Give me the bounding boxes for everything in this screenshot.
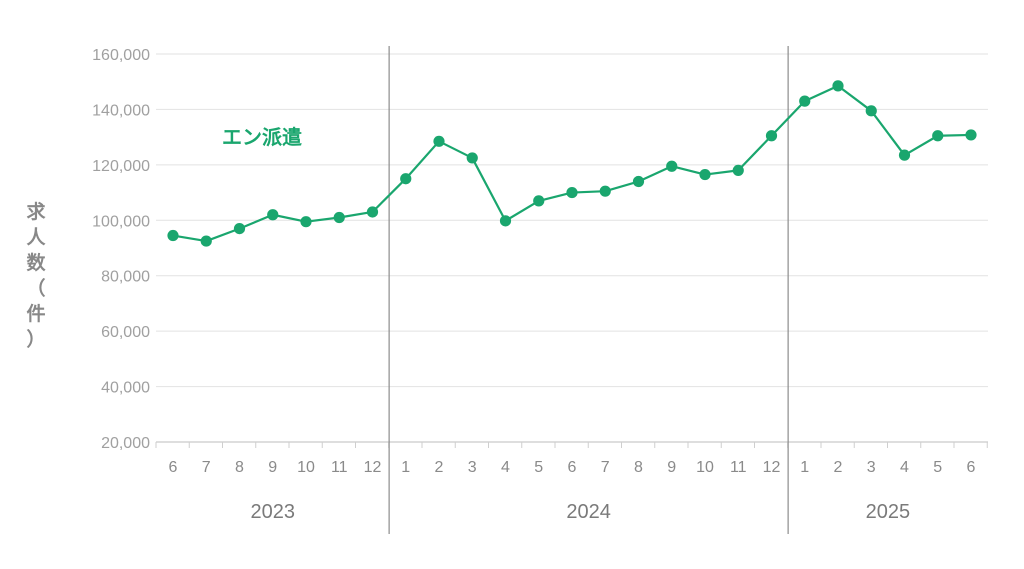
data-point bbox=[566, 186, 578, 199]
x-axis: 6 7 8 9 10 11 12 1 2 3 4 5 6 7 8 9 10 11 12 1 2 3 4 5 6 bbox=[155, 441, 988, 476]
x-tick-label: 6 bbox=[967, 459, 976, 476]
y-tick-label: 140,000 bbox=[92, 102, 150, 119]
y-tick-label: 160,000 bbox=[92, 47, 150, 64]
x-tick-label: 8 bbox=[634, 459, 643, 476]
x-tick-label: 1 bbox=[401, 459, 410, 476]
data-point bbox=[965, 129, 977, 141]
data-point bbox=[499, 215, 512, 227]
data-point bbox=[200, 235, 212, 247]
data-point bbox=[400, 173, 412, 185]
x-tick-label: 9 bbox=[268, 459, 277, 476]
y-axis-label: 求人数（件） bbox=[26, 200, 46, 351]
data-point bbox=[832, 80, 844, 92]
x-tick-label: 7 bbox=[202, 459, 211, 476]
x-tick-label: 3 bbox=[867, 459, 876, 476]
x-tick-label: 2 bbox=[435, 459, 444, 476]
data-point bbox=[333, 211, 345, 224]
x-tick-label: 8 bbox=[235, 459, 244, 476]
y-tick-label: 100,000 bbox=[92, 213, 150, 230]
data-point bbox=[632, 175, 645, 188]
x-tick-label: 4 bbox=[900, 459, 909, 476]
y-tick-label: 60,000 bbox=[101, 324, 150, 341]
x-tick-label: 1 bbox=[800, 459, 809, 476]
grid-lines bbox=[156, 53, 988, 443]
x-tick-label: 3 bbox=[468, 459, 477, 476]
data-point bbox=[599, 185, 611, 197]
x-tick-label: 2 bbox=[834, 459, 843, 476]
x-tick-label: 6 bbox=[568, 459, 577, 476]
year-label: 2023 bbox=[251, 501, 296, 523]
x-tick-label: 12 bbox=[364, 459, 382, 476]
data-point bbox=[167, 229, 179, 242]
y-axis-ticks: 20,000 40,000 60,000 80,000 100,000 120,000 14… bbox=[92, 47, 150, 452]
x-tick-label: 7 bbox=[601, 459, 610, 476]
data-point bbox=[533, 195, 545, 207]
year-label: 2025 bbox=[866, 501, 911, 523]
data-point bbox=[233, 223, 246, 235]
x-tick-label: 5 bbox=[534, 459, 543, 476]
x-tick-label: 9 bbox=[667, 459, 676, 476]
series-label: エン派遣 bbox=[222, 125, 302, 149]
data-point bbox=[466, 152, 478, 164]
data-point bbox=[300, 216, 312, 228]
x-tick-label: 5 bbox=[933, 459, 942, 476]
data-point bbox=[267, 209, 279, 221]
x-tick-label: 12 bbox=[763, 459, 781, 476]
x-tick-label: 4 bbox=[501, 459, 510, 476]
year-dividers: 2023 2024 2025 bbox=[251, 46, 911, 534]
x-tick-label: 6 bbox=[169, 459, 178, 476]
x-tick-label: 11 bbox=[331, 459, 348, 476]
year-label: 2024 bbox=[566, 501, 611, 523]
x-tick-label: 11 bbox=[730, 459, 747, 476]
y-tick-label: 40,000 bbox=[101, 380, 150, 397]
data-point bbox=[865, 105, 877, 117]
x-tick-label: 10 bbox=[696, 459, 714, 476]
y-tick-label: 80,000 bbox=[101, 269, 150, 286]
data-point bbox=[898, 149, 911, 161]
data-point bbox=[366, 206, 379, 218]
data-point bbox=[765, 130, 778, 142]
data-point bbox=[699, 168, 711, 181]
x-tick-label: 10 bbox=[297, 459, 315, 476]
y-tick-label: 120,000 bbox=[92, 158, 150, 175]
series-layer bbox=[167, 80, 977, 247]
data-point bbox=[666, 160, 678, 172]
data-point bbox=[732, 164, 744, 176]
y-tick-label: 20,000 bbox=[101, 435, 150, 452]
data-point bbox=[433, 135, 445, 147]
data-point bbox=[932, 130, 944, 142]
data-point bbox=[799, 95, 811, 107]
